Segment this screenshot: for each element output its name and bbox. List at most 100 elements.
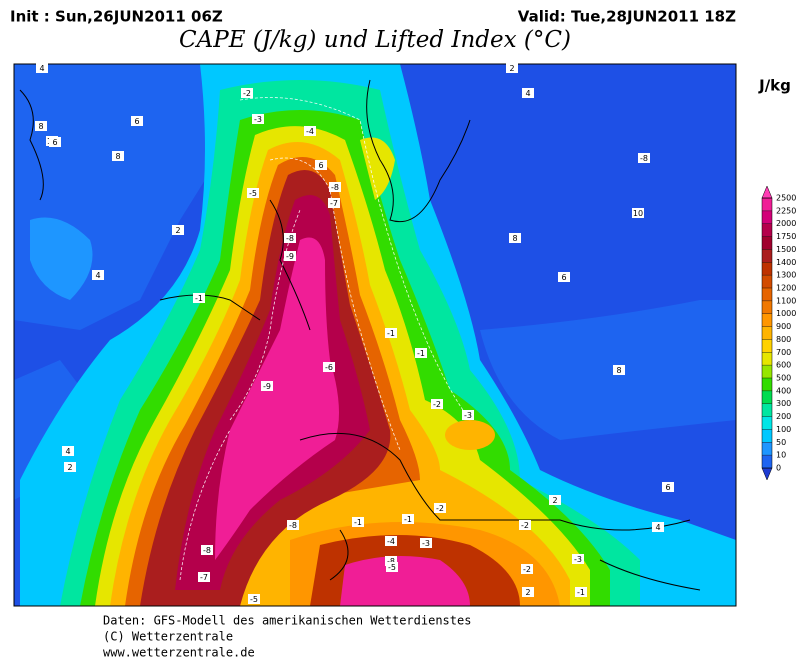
contour-label-box — [632, 208, 644, 218]
contour-label-box — [352, 517, 364, 527]
colorbar-band — [762, 378, 772, 391]
contour-label-box — [49, 137, 61, 147]
colorbar-label: 1400 — [776, 258, 796, 267]
contour-label: -1 — [417, 349, 425, 358]
contour-label: -1 — [387, 329, 395, 338]
contour-label-box — [509, 233, 521, 243]
colorbar-band — [762, 339, 772, 353]
colorbar-band — [762, 365, 772, 378]
contour-label: -2 — [433, 400, 441, 409]
contour-label-box — [613, 365, 625, 375]
contour-label: -2 — [521, 521, 529, 530]
contour-label-box — [522, 587, 534, 597]
colorbar-end-low — [761, 467, 773, 481]
contour-label-box — [420, 538, 432, 548]
contour-label: -9 — [286, 252, 294, 261]
contour-label-box — [252, 114, 264, 124]
colorbar-band — [762, 326, 772, 340]
contour-label-box — [323, 362, 335, 372]
contour-label-box — [62, 446, 74, 456]
colorbar-label: 100 — [776, 425, 791, 434]
contour-label: -8 — [387, 557, 395, 566]
contour-label: -8 — [640, 154, 648, 163]
contour-label-box — [385, 536, 397, 546]
contour-label-box — [662, 482, 674, 492]
valid-time: Valid: Tue,28JUN2011 18Z — [518, 8, 736, 26]
contour-label: 2 — [525, 588, 530, 597]
colorbar-label: 900 — [776, 322, 791, 331]
contour-label: 2 — [509, 64, 514, 73]
contour-label-box — [431, 399, 443, 409]
contour-label-box — [434, 503, 446, 513]
contour-label-box — [549, 495, 561, 505]
contour-label-box — [35, 121, 47, 131]
colorbar-label: 400 — [776, 386, 791, 395]
colorbar-label: 300 — [776, 399, 791, 408]
contour-label-box — [328, 198, 340, 208]
colorbar-label: 200 — [776, 412, 791, 421]
colorbar-band — [762, 455, 772, 468]
contour-label-box — [247, 188, 259, 198]
contour-label: -3 — [464, 411, 472, 420]
contour-label: -8 — [286, 234, 294, 243]
contour-label: 6 — [318, 161, 323, 170]
contour-label-box — [385, 328, 397, 338]
contour-label: 10 — [633, 209, 643, 218]
contour-label-box — [558, 272, 570, 282]
contour-label: -8 — [203, 546, 211, 555]
colorbar-band — [762, 390, 772, 404]
unit-label: J/kg — [758, 77, 791, 95]
colorbar-label: 2000 — [776, 219, 796, 228]
contour-label-box — [241, 88, 253, 98]
contour-label-box — [284, 233, 296, 243]
contour-label: -9 — [263, 382, 271, 391]
contour-label: 4 — [65, 447, 70, 456]
contour-label-box — [287, 520, 299, 530]
colorbar: 0 10 50 100 200 300 400 500 600 700 800 900 1000 1100… — [761, 185, 796, 481]
contour-label: -4 — [306, 127, 314, 136]
map-field — [14, 64, 736, 606]
contour-label: -8 — [331, 183, 339, 192]
contour-label-box — [112, 151, 124, 161]
contour-label-box — [248, 594, 260, 604]
contour-label: 8 — [38, 122, 43, 131]
colorbar-band — [762, 236, 772, 250]
colorbar-label: 1100 — [776, 296, 796, 305]
contour-label: -2 — [243, 89, 251, 98]
contour-label: 4 — [39, 64, 44, 73]
colorbar-label: 2250 — [776, 206, 796, 215]
colorbar-band — [762, 262, 772, 276]
footer-url: www.wetterzentrale.de — [103, 646, 255, 660]
contour-label: 8 — [115, 152, 120, 161]
contour-label-box — [386, 562, 398, 572]
map-frame — [13, 63, 737, 607]
contour-label: -7 — [200, 573, 208, 582]
contour-label-box — [304, 126, 316, 136]
colorbar-frame — [761, 197, 773, 469]
contour-label-box — [36, 63, 48, 73]
contour-label-box — [462, 410, 474, 420]
contour-label-box — [519, 520, 531, 530]
colorbar-label: 2500 — [776, 194, 796, 203]
contour-label: -5 — [250, 595, 258, 604]
contour-label: 4 — [95, 271, 100, 280]
colorbar-label: 10 — [776, 451, 786, 460]
contour-label-box — [201, 545, 213, 555]
contour-label: 8 — [512, 234, 517, 243]
contour-label-box — [261, 381, 273, 391]
contour-label-box — [506, 63, 518, 73]
colorbar-band — [762, 300, 772, 314]
contour-label: 8 — [616, 366, 621, 375]
contour-label: -5 — [249, 189, 257, 198]
contour-labels: 424-2-3-4681086-5-8-7-81086-8-9264-1-1-1… — [35, 63, 674, 604]
colorbar-label: 500 — [776, 374, 791, 383]
colorbar-label: 0 — [776, 464, 781, 473]
colorbar-band — [762, 223, 772, 237]
init-time: Init : Sun,26JUN2011 06Z — [10, 8, 223, 26]
colorbar-label: 600 — [776, 361, 791, 370]
contour-label-box — [198, 572, 210, 582]
contour-label-box — [315, 160, 327, 170]
colorbar-band — [762, 313, 772, 327]
contour-label: -3 — [422, 539, 430, 548]
